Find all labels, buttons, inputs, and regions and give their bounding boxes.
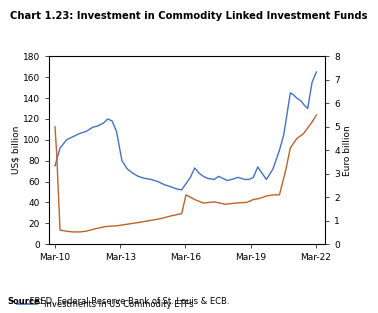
Y-axis label: Euro billion: Euro billion xyxy=(342,125,352,176)
Legend: Investments in US Commodity ETFs, European Investment Funds AUM in Non Financial: Investments in US Commodity ETFs, Europe… xyxy=(13,297,287,313)
Y-axis label: US$ billion: US$ billion xyxy=(11,126,20,174)
Text: Chart 1.23: Investment in Commodity Linked Investment Funds: Chart 1.23: Investment in Commodity Link… xyxy=(10,11,368,21)
Text: FRED, Federal Reserve Bank of St. Louis & ECB.: FRED, Federal Reserve Bank of St. Louis … xyxy=(27,297,230,306)
Text: Source:: Source: xyxy=(8,297,44,306)
